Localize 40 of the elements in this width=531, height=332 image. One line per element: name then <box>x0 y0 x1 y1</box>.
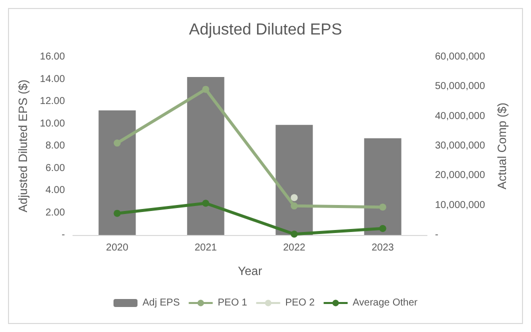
bar <box>187 77 224 235</box>
point <box>379 224 386 232</box>
point <box>290 230 298 238</box>
bar <box>98 110 136 235</box>
bar <box>364 138 402 235</box>
x-axis-title: Year <box>238 264 262 278</box>
y2-tick-label: - <box>435 230 438 240</box>
x-tick-label: 2023 <box>372 242 394 254</box>
y2-axis-title: Actual Comp ($) <box>494 102 509 190</box>
y-tick-label: 10.00 <box>40 118 66 130</box>
y-tick-label: 12.00 <box>40 96 66 107</box>
chart-title: Adjusted Diluted EPS <box>189 22 342 38</box>
legend-label: PEO 2 <box>285 298 316 308</box>
point <box>379 204 386 211</box>
y2-tick-label: 20,000,000 <box>435 170 486 182</box>
y2-tick-label: 30,000,000 <box>435 140 486 152</box>
y-tick-label: 4.00 <box>45 185 66 196</box>
y-tick-label: 2.00 <box>45 207 66 218</box>
point <box>202 86 210 93</box>
y-tick-label: - <box>62 230 65 240</box>
point <box>114 140 121 147</box>
y2-tick-label: 40,000,000 <box>435 110 486 122</box>
y-tick-label: 16.00 <box>40 52 66 62</box>
x-tick-label: 2022 <box>283 242 306 254</box>
y2-tick-label: 10,000,000 <box>435 200 486 211</box>
point <box>290 202 298 210</box>
y-tick-label: 8.00 <box>45 140 66 152</box>
x-tick-label: 2021 <box>194 242 218 254</box>
y-axis-title: Adjusted Diluted EPS ($) <box>16 80 30 212</box>
x-tick-label: 2020 <box>106 242 129 254</box>
y2-tick-label: 60,000,000 <box>435 52 486 62</box>
y2-tick-label: 50,000,000 <box>435 81 486 92</box>
legend-label: Average Other <box>352 298 418 308</box>
legend-label: Adj EPS <box>142 298 180 308</box>
point <box>202 200 210 207</box>
legend-label: PEO 1 <box>218 298 248 308</box>
y-tick-label: 14.00 <box>40 74 66 85</box>
y-tick-label: 6.00 <box>45 162 66 174</box>
bar <box>276 124 313 235</box>
point <box>114 210 121 217</box>
